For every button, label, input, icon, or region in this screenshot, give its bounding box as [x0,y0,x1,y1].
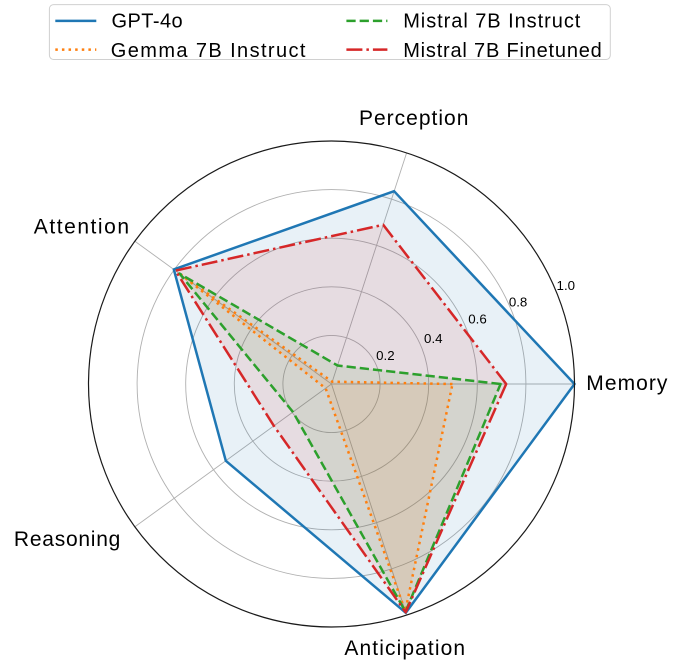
svg-text:Attention: Attention [34,216,131,239]
svg-text:0.8: 0.8 [509,295,528,310]
svg-text:Mistral 7B Instruct: Mistral 7B Instruct [403,11,581,33]
svg-text:Perception: Perception [359,107,469,130]
svg-text:0.4: 0.4 [424,331,443,346]
svg-text:GPT-4o: GPT-4o [112,11,184,33]
svg-text:Memory: Memory [586,372,668,395]
svg-text:0.2: 0.2 [376,348,395,363]
svg-text:Mistral 7B Finetuned: Mistral 7B Finetuned [403,40,602,62]
svg-text:Gemma 7B Instruct: Gemma 7B Instruct [111,40,307,62]
svg-text:Reasoning: Reasoning [14,528,121,551]
svg-text:1.0: 1.0 [557,278,576,293]
svg-text:0.6: 0.6 [468,312,487,327]
svg-text:Anticipation: Anticipation [344,637,466,660]
